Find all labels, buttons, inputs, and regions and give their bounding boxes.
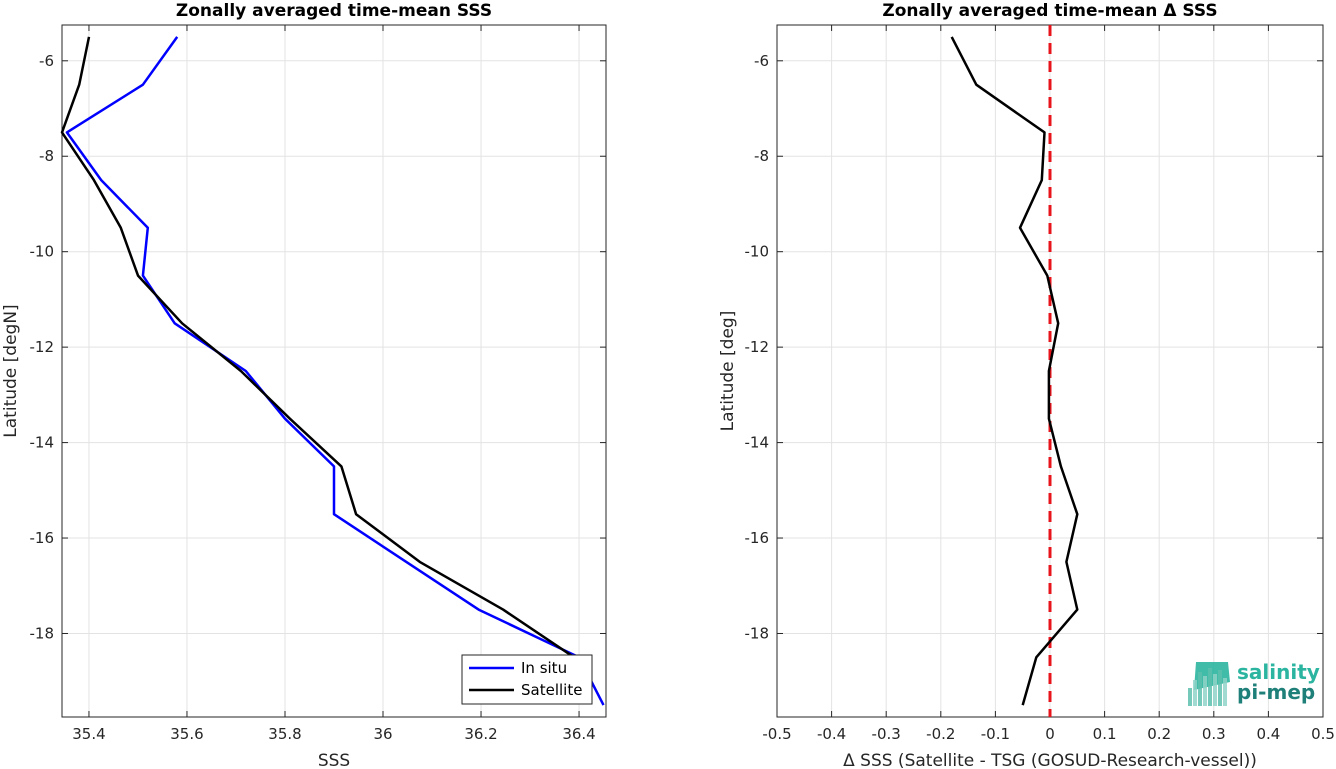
- logo-wave-bar: [1208, 668, 1212, 706]
- x-tick-label: 0: [1045, 725, 1055, 743]
- y-tick-label: -10: [745, 243, 770, 261]
- logo-wave-bar: [1218, 670, 1222, 706]
- x-tick-label: 0.2: [1147, 725, 1171, 743]
- y-tick-label: -8: [754, 147, 769, 165]
- legend-box: [461, 654, 593, 705]
- x-tick-label: 35.6: [170, 725, 203, 743]
- y-tick-label: -18: [30, 624, 55, 642]
- x-tick-label: 0.1: [1093, 725, 1117, 743]
- y-tick-label: -12: [30, 338, 55, 356]
- chart-1: 35.4 35.6 35.8 36 36.2 36.4 -6 -8 -10 -12 -14 -16 -1…: [1, 1, 607, 769]
- x-tick-label: 36.2: [464, 725, 497, 743]
- logo-wave-bar: [1213, 674, 1217, 706]
- series-line-in-situ: [65, 36, 605, 706]
- y-tick-label: -14: [745, 434, 770, 452]
- y-tick-label: -6: [39, 52, 54, 70]
- y-axis-label: Latitude [deg]: [718, 311, 738, 432]
- y-tick-label: -12: [745, 338, 770, 356]
- y-tick-label: -10: [30, 243, 55, 261]
- x-tick-label: -0.3: [872, 725, 901, 743]
- x-tick-label: -0.1: [981, 725, 1010, 743]
- logo-wave-bar: [1193, 680, 1197, 706]
- axes-box: [61, 24, 607, 718]
- chart-title: Zonally averaged time-mean Δ SSS: [882, 1, 1217, 21]
- logo-wave-bar: [1188, 688, 1192, 706]
- x-tick-label: 0.5: [1311, 725, 1335, 743]
- logo-wave-bar: [1223, 678, 1227, 706]
- x-axis-label: Δ SSS (Satellite - TSG (GOSUD-Research-v…: [843, 751, 1257, 769]
- x-tick-label: -0.4: [817, 725, 846, 743]
- chart-title: Zonally averaged time-mean SSS: [176, 1, 492, 21]
- series-line-satellite: [60, 36, 575, 659]
- logo-text-pi-mep: pi-mep: [1237, 680, 1315, 704]
- y-tick-label: -18: [745, 624, 770, 642]
- logo-wave-bar: [1198, 672, 1202, 706]
- y-tick-label: -14: [30, 434, 55, 452]
- x-tick-label: -0.5: [762, 725, 791, 743]
- y-axis-label: Latitude [degN]: [1, 304, 21, 437]
- y-tick-label: -6: [754, 52, 769, 70]
- series-line-delta-sss: [950, 36, 1079, 706]
- legend-entry: Satellite: [521, 681, 582, 699]
- x-tick-label: 35.4: [72, 725, 105, 743]
- y-tick-label: -8: [39, 147, 54, 165]
- x-tick-label: 0.3: [1202, 725, 1226, 743]
- y-tick-label: -16: [745, 529, 770, 547]
- logo-wave-bar: [1203, 676, 1207, 706]
- x-axis-label: SSS: [318, 751, 350, 769]
- x-tick-label: 36: [373, 725, 392, 743]
- x-tick-label: -0.2: [926, 725, 955, 743]
- x-tick-label: 35.8: [268, 725, 301, 743]
- legend-entry: In situ: [521, 659, 567, 677]
- logo-text-salinity: salinity: [1237, 660, 1320, 684]
- legend: In situ Satellite: [461, 654, 593, 705]
- chart-2: -0.5 -0.4 -0.3 -0.2 -0.1 0 0.1 0.2 0.3 0.4 0.5 -6 -8…: [718, 1, 1335, 769]
- x-tick-label: 0.4: [1256, 725, 1280, 743]
- x-tick-label: 36.4: [562, 725, 595, 743]
- y-tick-label: -16: [30, 529, 55, 547]
